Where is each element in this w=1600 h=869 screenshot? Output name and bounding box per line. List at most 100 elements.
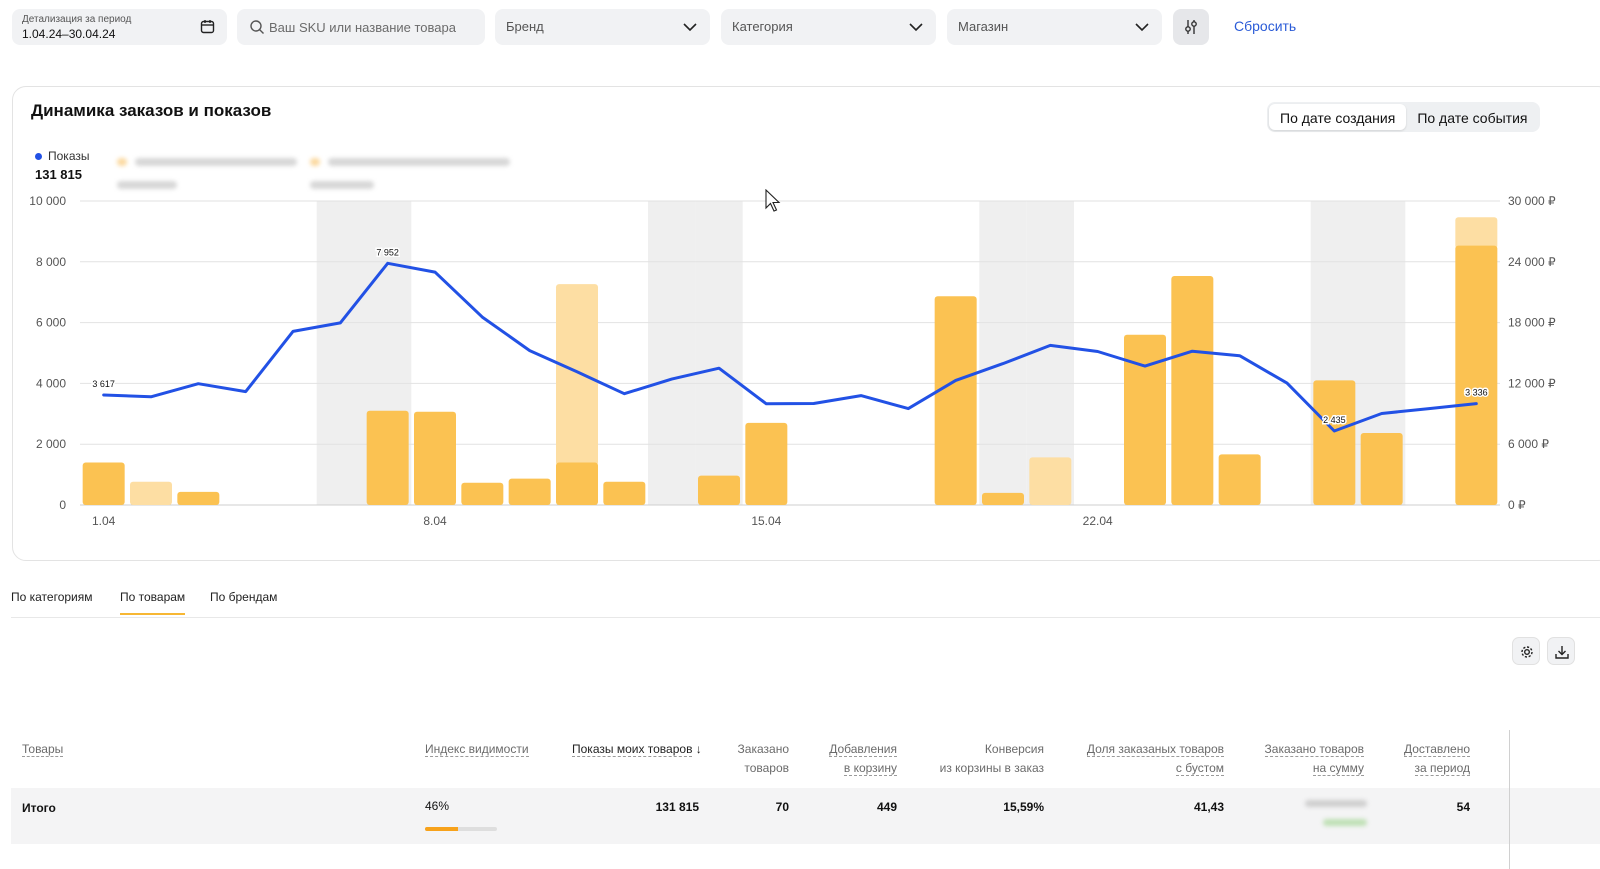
sort-desc-icon: ↓: [695, 742, 702, 756]
legend-item-blurred-1[interactable]: [117, 153, 298, 194]
bar-main: [82, 462, 125, 505]
bar-main: [603, 481, 646, 505]
brand-dropdown-label: Бренд: [506, 19, 544, 34]
left-axis-tick-label: 2 000: [36, 437, 66, 451]
bar-main: [1124, 334, 1166, 505]
col-add-to-cart[interactable]: Добавления в корзину: [829, 742, 897, 776]
visibility-progress-fill: [425, 827, 459, 831]
weekend-band: [316, 201, 364, 505]
right-axis-tick-label: 24 000 ₽: [1508, 255, 1556, 269]
products-table-header: Товары Индекс видимости Показы моих това…: [11, 740, 1600, 788]
category-dropdown-label: Категория: [732, 19, 793, 34]
x-axis-tick-label: 15.04: [751, 514, 781, 528]
x-axis-tick-label: 1.04: [92, 514, 116, 528]
legend-item-impressions[interactable]: Показы 131 815: [35, 149, 89, 182]
shop-dropdown-label: Магазин: [958, 19, 1009, 34]
tab-by-products[interactable]: По товарам: [120, 590, 186, 615]
right-axis-tick-label: 30 000 ₽: [1508, 194, 1556, 208]
weekend-band: [695, 201, 743, 505]
total-delivered: 54: [1456, 800, 1470, 814]
point-data-label: 3 617: [92, 379, 115, 389]
toggle-by-creation-date[interactable]: По дате создания: [1269, 104, 1407, 130]
left-axis-tick-label: 8 000: [36, 255, 66, 269]
tab-by-brands[interactable]: По брендам: [210, 590, 278, 604]
col-ordered[interactable]: Заказано товаров: [737, 742, 789, 775]
sliders-icon: [1185, 20, 1197, 34]
total-sum-delta-blurred: [1323, 819, 1367, 826]
total-boost-share: 41,43: [1193, 800, 1224, 814]
date-range-label: Детализация за период: [22, 14, 132, 25]
brand-dropdown[interactable]: Бренд: [495, 9, 710, 45]
date-range-value: 1.04.24–30.04.24: [22, 27, 116, 41]
table-total-row: Итого 46% 131 815 70 449 15,59% 41,43 54: [11, 788, 1600, 844]
total-ordered: 70: [775, 800, 789, 814]
sku-search-input[interactable]: [269, 9, 474, 45]
x-axis-tick-label: 8.04: [423, 514, 447, 528]
sticky-column-divider: [1509, 730, 1510, 869]
bar-light: [130, 481, 172, 505]
left-axis-tick-label: 4 000: [36, 376, 66, 390]
reset-filters-link[interactable]: Сбросить: [1234, 18, 1297, 34]
bar-main: [1360, 433, 1403, 505]
chevron-down-icon: [1135, 23, 1149, 32]
tabs-divider: [11, 617, 1600, 618]
bar-main: [1313, 380, 1356, 505]
legend-item-blurred-2[interactable]: [310, 153, 511, 194]
tab-by-categories[interactable]: По категориям: [11, 590, 93, 604]
col-ordered-sum[interactable]: Заказано товаров на сумму: [1264, 742, 1364, 776]
point-data-label: 2 435: [1323, 415, 1346, 425]
right-axis-tick-label: 12 000 ₽: [1508, 376, 1556, 390]
total-label: Итого: [22, 801, 56, 815]
bar-main: [982, 492, 1024, 505]
left-axis-tick-label: 10 000: [29, 194, 66, 208]
bar-main: [366, 410, 409, 505]
col-products[interactable]: Товары: [22, 742, 64, 757]
bar-main: [461, 482, 504, 505]
total-conversion: 15,59%: [1003, 800, 1044, 814]
weekend-band: [979, 201, 1027, 505]
filter-settings-button[interactable]: [1173, 9, 1209, 45]
col-visibility-index[interactable]: Индекс видимости: [425, 742, 529, 757]
bar-main: [745, 422, 788, 505]
weekend-band: [648, 201, 696, 505]
toggle-by-event-date[interactable]: По дате события: [1417, 110, 1528, 126]
category-dropdown[interactable]: Категория: [721, 9, 936, 45]
bar-main: [508, 478, 551, 505]
gear-icon: [1521, 646, 1533, 658]
bar-main: [934, 296, 977, 505]
bar-light: [1455, 217, 1498, 249]
bar-main: [556, 462, 598, 505]
calendar-icon[interactable]: [200, 19, 215, 34]
left-axis-tick-label: 0: [59, 498, 66, 512]
bar-light: [1029, 457, 1072, 505]
right-axis-tick-label: 18 000 ₽: [1508, 316, 1556, 330]
shop-dropdown[interactable]: Магазин: [947, 9, 1162, 45]
col-boost-share[interactable]: Доля заказаных товаров с бустом: [1086, 742, 1224, 776]
legend-dot-icon: [35, 152, 42, 160]
bar-main: [1171, 275, 1214, 505]
col-conversion[interactable]: Конверсия из корзины в заказ: [939, 742, 1044, 775]
left-axis-tick-label: 6 000: [36, 316, 66, 330]
total-add-to-cart: 449: [876, 800, 897, 814]
date-range-picker[interactable]: Детализация за период 1.04.24–30.04.24: [12, 9, 227, 45]
date-mode-toggle: По дате создания По дате события: [1267, 102, 1541, 132]
right-axis-tick-label: 0 ₽: [1508, 498, 1526, 512]
right-axis-tick-label: 6 000 ₽: [1508, 437, 1549, 451]
legend-impressions-label: Показы: [48, 149, 90, 163]
legend-impressions-value: 131 815: [35, 167, 82, 182]
bar-main: [698, 475, 740, 505]
bar-main: [1455, 245, 1498, 505]
col-delivered[interactable]: Доставлено за период: [1403, 742, 1470, 776]
chevron-down-icon: [683, 23, 697, 32]
chart-title: Динамика заказов и показов: [31, 101, 272, 120]
total-impressions: 131 815: [655, 800, 699, 814]
impressions-line: [102, 261, 1478, 433]
download-button[interactable]: [1547, 637, 1575, 665]
table-settings-button[interactable]: [1512, 637, 1540, 665]
search-icon: [250, 20, 264, 34]
x-axis-tick-label: 22.04: [1083, 514, 1113, 528]
col-impressions[interactable]: Показы моих товаров ↓: [572, 742, 702, 757]
sku-search-field[interactable]: [237, 9, 485, 45]
chevron-down-icon: [909, 23, 923, 32]
download-icon: [1555, 646, 1569, 659]
